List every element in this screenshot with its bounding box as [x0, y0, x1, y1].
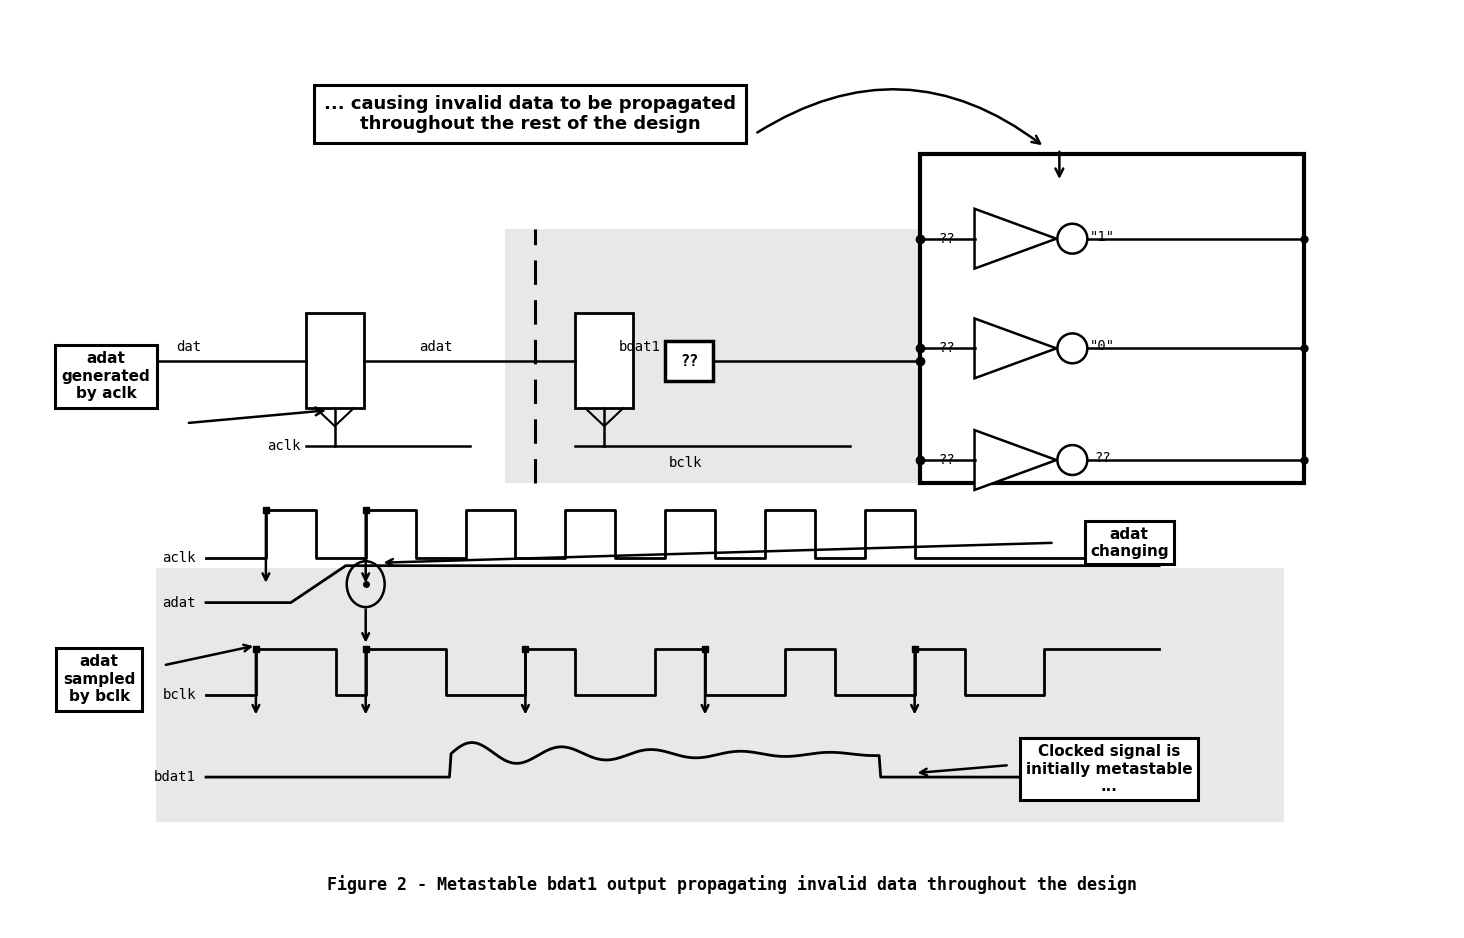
Text: Figure 2 - Metastable bdat1 output propagating invalid data throughout the desig: Figure 2 - Metastable bdat1 output propa…: [326, 875, 1138, 894]
Polygon shape: [975, 431, 1057, 490]
FancyBboxPatch shape: [919, 154, 1304, 483]
Text: adat
changing: adat changing: [1089, 526, 1168, 559]
FancyBboxPatch shape: [306, 313, 363, 408]
Text: adat
sampled
by bclk: adat sampled by bclk: [63, 655, 135, 704]
FancyBboxPatch shape: [157, 567, 1284, 822]
Text: adat
generated
by aclk: adat generated by aclk: [61, 352, 151, 401]
Text: ??: ??: [938, 453, 955, 467]
Text: "0": "0": [1089, 340, 1116, 354]
Text: bclk: bclk: [163, 688, 196, 703]
Text: ??: ??: [679, 354, 698, 369]
Text: aclk: aclk: [268, 439, 300, 453]
Text: aclk: aclk: [163, 551, 196, 565]
Text: Clocked signal is
initially metastable
...: Clocked signal is initially metastable .…: [1026, 744, 1193, 794]
Polygon shape: [975, 318, 1057, 378]
Text: ??: ??: [938, 341, 955, 356]
FancyBboxPatch shape: [505, 229, 955, 483]
Text: adat: adat: [163, 596, 196, 610]
Text: ... causing invalid data to be propagated
throughout the rest of the design: ... causing invalid data to be propagate…: [325, 95, 736, 133]
Circle shape: [1057, 224, 1088, 253]
Text: bclk: bclk: [669, 456, 701, 470]
Text: dat: dat: [176, 340, 201, 355]
Text: ??: ??: [938, 232, 955, 246]
FancyBboxPatch shape: [575, 313, 634, 408]
Text: "1": "1": [1089, 230, 1116, 244]
Text: bdat1: bdat1: [154, 770, 196, 784]
FancyArrowPatch shape: [757, 89, 1039, 144]
Text: adat: adat: [419, 340, 452, 355]
Text: bdat1: bdat1: [618, 340, 660, 355]
Circle shape: [1057, 333, 1088, 363]
Text: ??: ??: [1094, 451, 1111, 465]
Polygon shape: [975, 209, 1057, 268]
FancyBboxPatch shape: [665, 341, 713, 381]
Circle shape: [1057, 445, 1088, 475]
